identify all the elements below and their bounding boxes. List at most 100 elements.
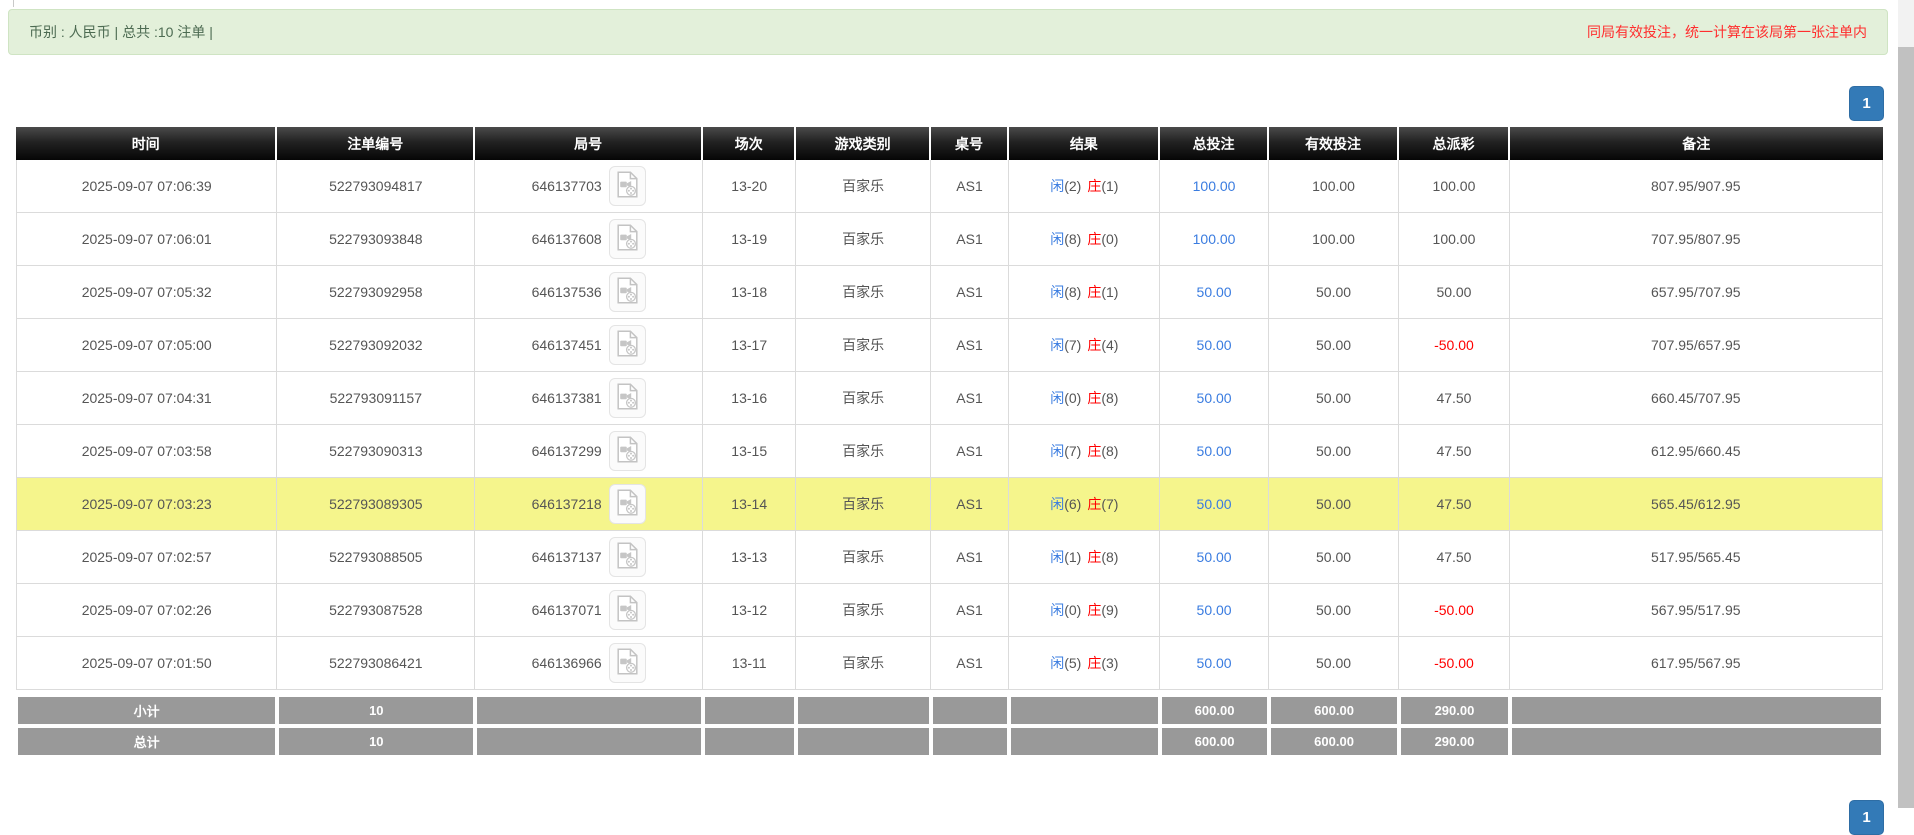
total-bet-link[interactable]: 100.00 xyxy=(1192,231,1236,247)
total-bet-link[interactable]: 100.00 xyxy=(1192,178,1236,194)
cell-session: 13-15 xyxy=(703,425,797,478)
grand-total-label: 总计 xyxy=(16,726,278,757)
cell-remark: 617.95/567.95 xyxy=(1509,637,1883,690)
result-player-score: (5) xyxy=(1064,655,1082,671)
vertical-scrollbar[interactable] xyxy=(1898,0,1914,808)
cell-game-type: 百家乐 xyxy=(796,478,931,531)
video-replay-button[interactable] xyxy=(608,537,646,577)
cell-result: 闲(1) 庄(8) xyxy=(1009,531,1161,584)
result-banker-score: (8) xyxy=(1101,443,1119,459)
result-player-score: (7) xyxy=(1064,337,1082,353)
total-bet-link[interactable]: 50.00 xyxy=(1196,390,1232,406)
result-player-label: 闲 xyxy=(1050,284,1065,300)
pagination-page-1-top[interactable]: 1 xyxy=(1849,86,1884,121)
cell-result: 闲(7) 庄(4) xyxy=(1009,319,1161,372)
subtotal-count: 10 xyxy=(277,695,476,726)
cell-round-id: 646137451 xyxy=(475,319,704,372)
video-replay-button[interactable] xyxy=(608,590,646,630)
table-row: 2025-09-07 07:02:26 522793087528 6461370… xyxy=(16,584,1883,637)
result-banker-score: (1) xyxy=(1101,178,1119,194)
cell-round-id: 646137071 xyxy=(475,584,704,637)
subtotal-row: 小计 10 600.00 600.00 290.00 xyxy=(16,695,1883,726)
cell-bet-id: 522793092958 xyxy=(277,266,476,319)
total-bet-link[interactable]: 50.00 xyxy=(1196,337,1232,353)
col-header-result: 结果 xyxy=(1009,127,1161,160)
video-replay-icon xyxy=(616,330,639,360)
cell-table-no: AS1 xyxy=(930,478,1010,531)
cell-remark: 612.95/660.45 xyxy=(1509,425,1883,478)
video-replay-icon xyxy=(616,383,639,413)
table-row: 2025-09-07 07:06:01 522793093848 6461376… xyxy=(16,213,1883,266)
cell-table-no: AS1 xyxy=(930,531,1010,584)
result-banker-label: 庄 xyxy=(1087,443,1102,459)
pagination-page-1-bottom[interactable]: 1 xyxy=(1849,800,1884,835)
subtotal-total-bet: 600.00 xyxy=(1160,695,1269,726)
cell-result: 闲(5) 庄(3) xyxy=(1009,637,1161,690)
subtotal-payout: 290.00 xyxy=(1399,695,1510,726)
result-player-label: 闲 xyxy=(1050,231,1065,247)
payout-value: 47.50 xyxy=(1399,478,1510,531)
video-replay-button[interactable] xyxy=(608,272,646,312)
cell-result: 闲(8) 庄(1) xyxy=(1009,266,1161,319)
video-replay-button[interactable] xyxy=(608,643,646,683)
cell-session: 13-17 xyxy=(703,319,797,372)
cell-valid-bet: 50.00 xyxy=(1268,478,1400,531)
result-player-label: 闲 xyxy=(1050,337,1065,353)
video-replay-button[interactable] xyxy=(608,484,646,524)
total-bet-link[interactable]: 50.00 xyxy=(1196,655,1232,671)
round-id-value: 646137381 xyxy=(531,390,602,406)
grand-total-valid-bet: 600.00 xyxy=(1268,726,1400,757)
cell-time: 2025-09-07 07:05:32 xyxy=(16,266,278,319)
video-replay-button[interactable] xyxy=(608,219,646,259)
cell-bet-id: 522793093848 xyxy=(277,213,476,266)
total-bet-link[interactable]: 50.00 xyxy=(1196,443,1232,459)
video-replay-button[interactable] xyxy=(608,431,646,471)
cell-result: 闲(2) 庄(1) xyxy=(1009,160,1161,213)
total-bet-link[interactable]: 50.00 xyxy=(1196,549,1232,565)
table-row: 2025-09-07 07:05:32 522793092958 6461375… xyxy=(16,266,1883,319)
video-replay-button[interactable] xyxy=(608,378,646,418)
round-id-value: 646137218 xyxy=(531,496,602,512)
result-player-score: (7) xyxy=(1064,443,1082,459)
cell-bet-id: 522793091157 xyxy=(277,372,476,425)
cell-valid-bet: 50.00 xyxy=(1268,531,1400,584)
cell-time: 2025-09-07 07:01:50 xyxy=(16,637,278,690)
cell-remark: 565.45/612.95 xyxy=(1509,478,1883,531)
cell-table-no: AS1 xyxy=(930,213,1010,266)
grand-total-count: 10 xyxy=(277,726,476,757)
cell-remark: 807.95/907.95 xyxy=(1509,160,1883,213)
table-row: 2025-09-07 07:06:39 522793094817 6461377… xyxy=(16,160,1883,213)
cell-valid-bet: 50.00 xyxy=(1268,584,1400,637)
result-player-label: 闲 xyxy=(1050,496,1065,512)
cell-session: 13-18 xyxy=(703,266,797,319)
cell-session: 13-12 xyxy=(703,584,797,637)
cell-game-type: 百家乐 xyxy=(796,584,931,637)
video-replay-button[interactable] xyxy=(608,325,646,365)
result-player-score: (0) xyxy=(1064,602,1082,618)
video-replay-button[interactable] xyxy=(608,166,646,206)
cell-valid-bet: 50.00 xyxy=(1268,266,1400,319)
result-banker-score: (9) xyxy=(1101,602,1119,618)
result-player-score: (2) xyxy=(1064,178,1082,194)
total-bet-link[interactable]: 50.00 xyxy=(1196,602,1232,618)
col-header-round-id: 局号 xyxy=(475,127,704,160)
subtotal-valid-bet: 600.00 xyxy=(1268,695,1400,726)
scrollbar-thumb[interactable] xyxy=(1898,47,1914,808)
result-banker-label: 庄 xyxy=(1087,178,1102,194)
cell-remark: 660.45/707.95 xyxy=(1509,372,1883,425)
result-banker-label: 庄 xyxy=(1087,284,1102,300)
payout-value: 50.00 xyxy=(1399,266,1510,319)
cell-total-bet: 50.00 xyxy=(1160,478,1269,531)
cell-time: 2025-09-07 07:02:26 xyxy=(16,584,278,637)
total-bet-link[interactable]: 50.00 xyxy=(1196,496,1232,512)
result-banker-score: (7) xyxy=(1101,496,1119,512)
col-header-session: 场次 xyxy=(703,127,797,160)
round-id-value: 646136966 xyxy=(531,655,602,671)
cell-bet-id: 522793094817 xyxy=(277,160,476,213)
result-banker-label: 庄 xyxy=(1087,602,1102,618)
cell-game-type: 百家乐 xyxy=(796,425,931,478)
table-row: 2025-09-07 07:04:31 522793091157 6461373… xyxy=(16,372,1883,425)
round-id-value: 646137071 xyxy=(531,602,602,618)
payout-value: 47.50 xyxy=(1399,425,1510,478)
total-bet-link[interactable]: 50.00 xyxy=(1196,284,1232,300)
